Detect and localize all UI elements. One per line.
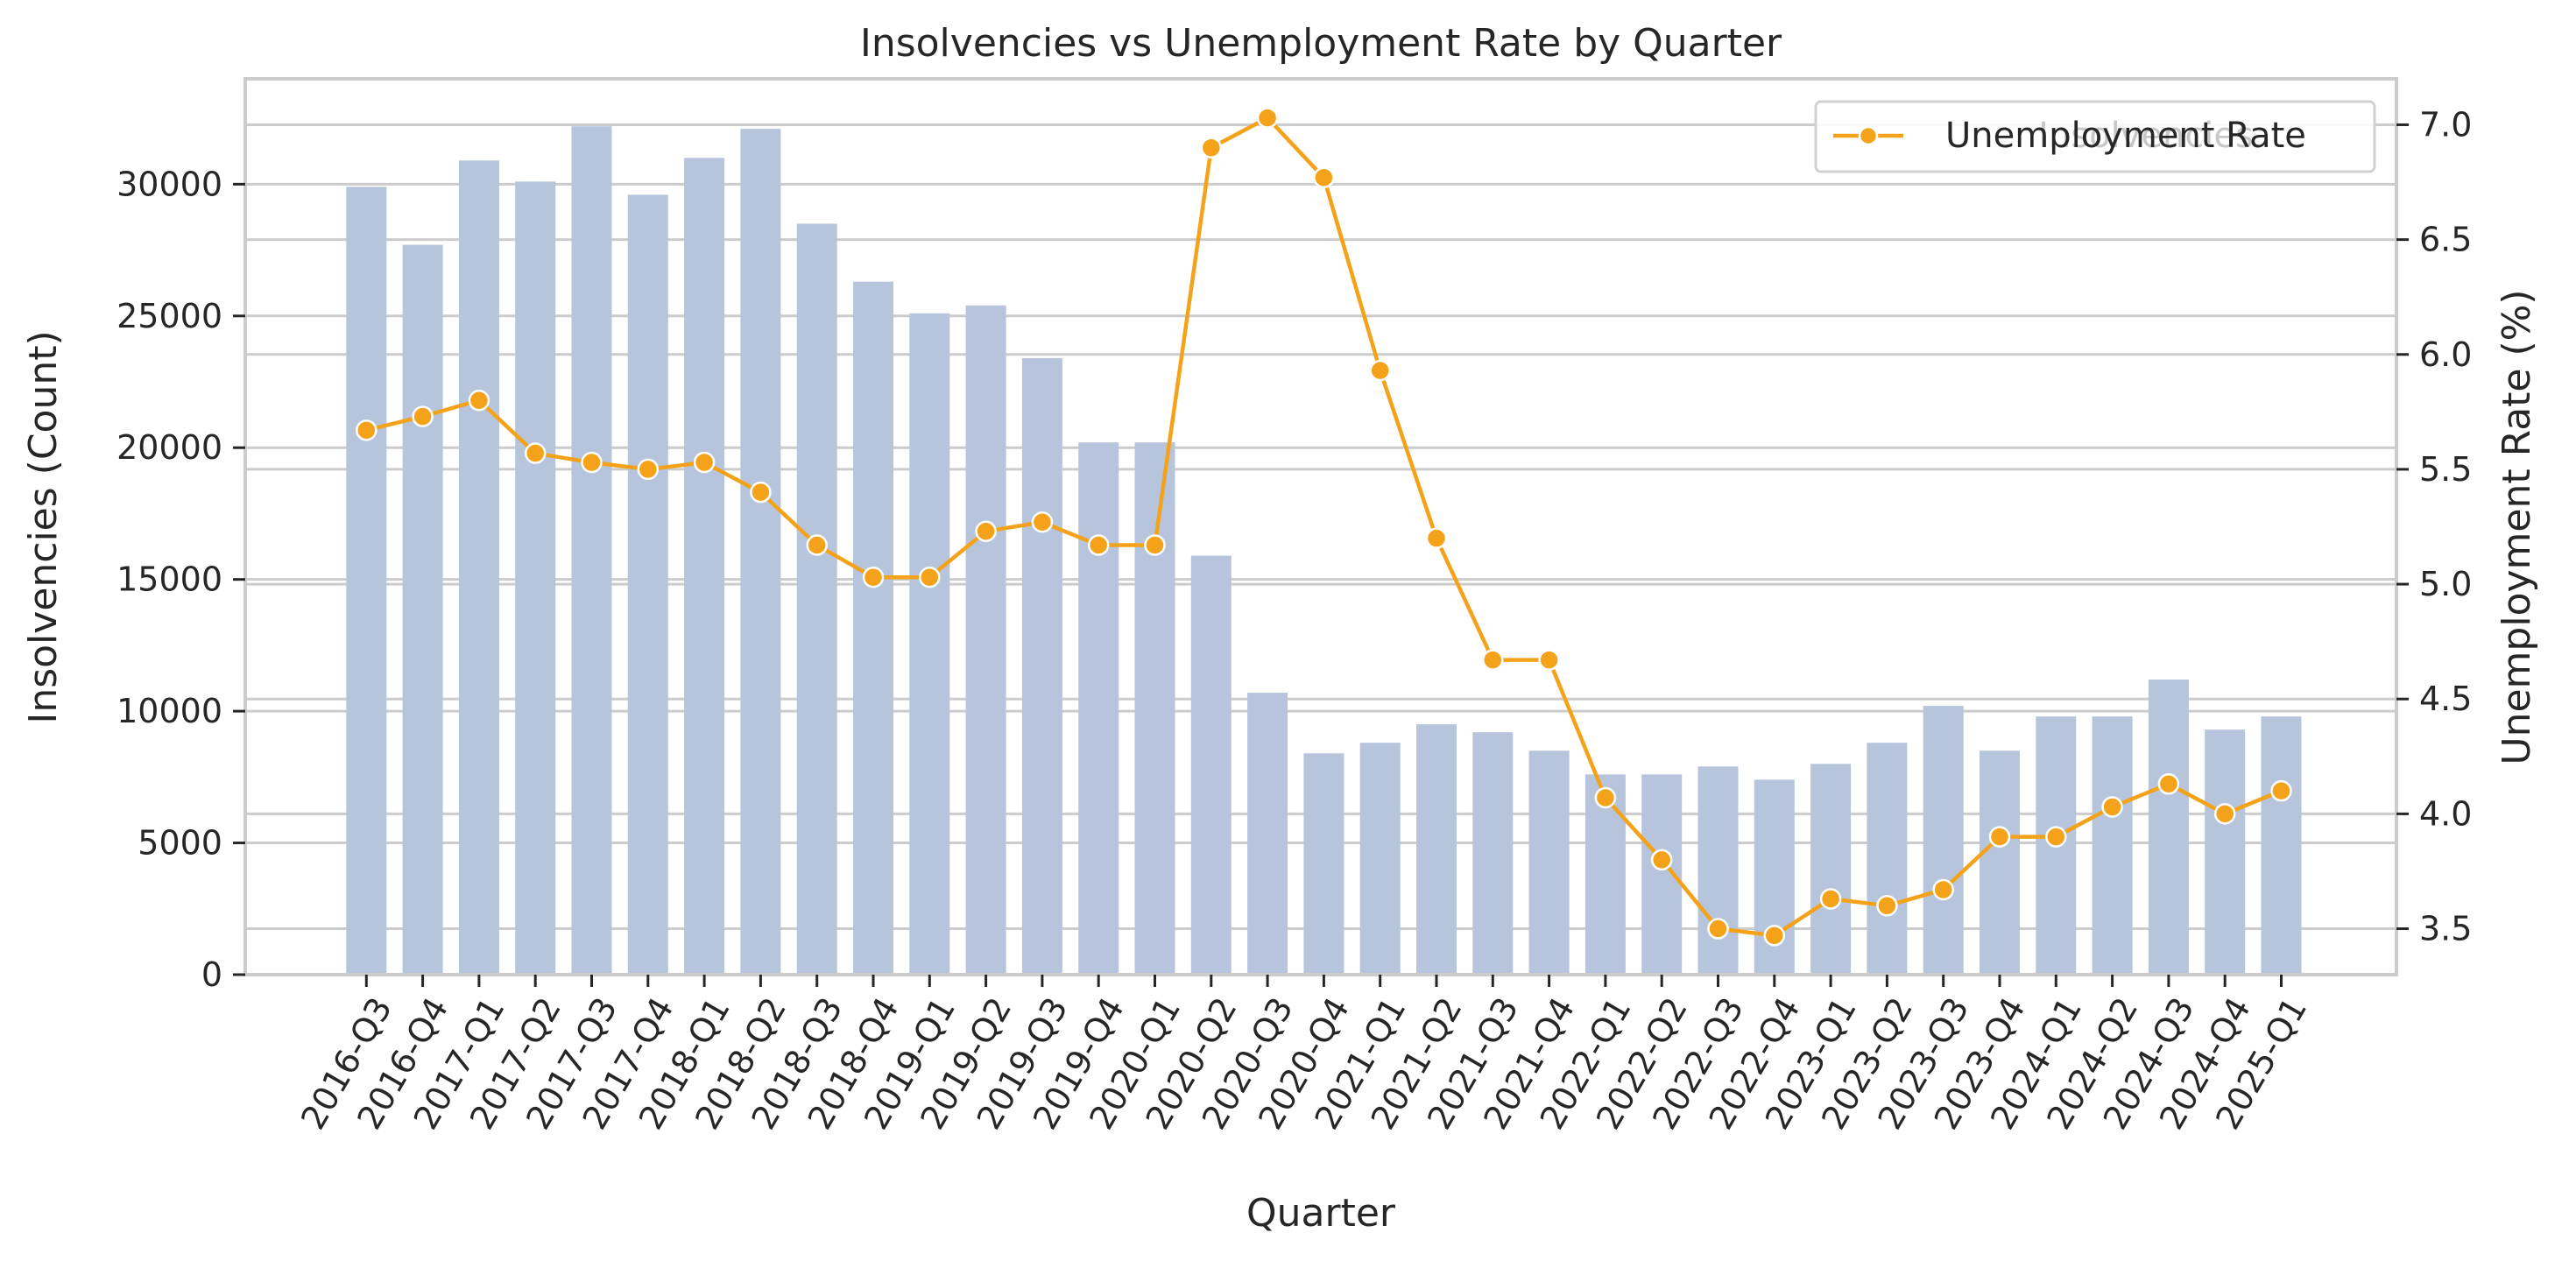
unemployment-line-layer	[356, 107, 2292, 947]
right-tick-label-6.5: 6.5	[2419, 221, 2472, 259]
point-2023-Q3	[1932, 878, 1954, 901]
bar-2020-Q1	[1134, 442, 1175, 975]
point-2020-Q3	[1256, 107, 1279, 129]
point-2023-Q4	[1988, 826, 2011, 848]
point-2024-Q3	[2157, 773, 2180, 795]
point-2024-Q2	[2101, 796, 2123, 818]
bar-2021-Q1	[1359, 743, 1401, 975]
point-2019-Q1	[919, 566, 941, 588]
bar-2021-Q4	[1528, 750, 1570, 975]
point-2017-Q4	[637, 458, 660, 481]
point-2018-Q4	[862, 566, 885, 588]
insolvency-bars	[346, 126, 2302, 976]
bar-2024-Q4	[2205, 729, 2246, 975]
point-2020-Q4	[1313, 166, 1335, 189]
point-2018-Q2	[750, 481, 772, 504]
right-tick-label-4.5: 4.5	[2419, 680, 2472, 718]
bar-2019-Q1	[909, 313, 950, 976]
left-tick-label-15000: 15000	[116, 560, 222, 599]
point-2024-Q4	[2213, 803, 2236, 825]
bar-2021-Q2	[1416, 724, 1457, 975]
point-2023-Q2	[1876, 895, 1898, 917]
point-2019-Q2	[975, 520, 997, 542]
bar-2018-Q1	[684, 158, 725, 975]
y-axis-label: Insolvencies (Count)	[21, 330, 66, 723]
point-2024-Q1	[2045, 826, 2067, 848]
point-2022-Q1	[1594, 786, 1617, 809]
bar-2024-Q2	[2092, 716, 2133, 975]
point-2017-Q3	[581, 451, 603, 474]
point-2021-Q2	[1425, 527, 1448, 549]
bar-2020-Q3	[1247, 693, 1288, 975]
bar-2016-Q3	[346, 187, 387, 976]
left-tick-label-0: 0	[201, 955, 222, 994]
point-2018-Q1	[693, 451, 716, 474]
bar-2019-Q4	[1078, 442, 1119, 975]
legend-underlying-text: Insolvencies	[2038, 116, 2254, 156]
right-tick-label-6: 6.0	[2419, 335, 2472, 374]
left-tick-label-10000: 10000	[116, 692, 222, 730]
bar-2017-Q1	[458, 160, 499, 975]
bar-2023-Q3	[1923, 706, 1964, 975]
bar-2023-Q1	[1810, 764, 1852, 975]
legend-box	[1814, 100, 2376, 173]
legend-entry-unemployment-rate: Unemployment Rate	[1945, 116, 2306, 156]
left-tick-label-20000: 20000	[116, 428, 222, 467]
point-2017-Q2	[524, 442, 547, 464]
x-axis-ticks: 2016-Q32016-Q42017-Q12017-Q22017-Q32017-…	[293, 975, 2314, 1136]
point-2020-Q2	[1200, 137, 1223, 158]
right-tick-label-5: 5.0	[2419, 565, 2472, 603]
point-2023-Q1	[1819, 888, 1842, 910]
point-2021-Q4	[1538, 649, 1560, 671]
left-tick-label-25000: 25000	[116, 297, 222, 335]
point-2025-Q1	[2270, 779, 2292, 802]
bar-2023-Q4	[1980, 750, 2020, 975]
legend: Insolvencies Unemployment Rate	[1814, 100, 2376, 173]
point-2022-Q2	[1650, 849, 1673, 871]
bar-2019-Q2	[965, 305, 1006, 976]
point-2016-Q4	[412, 405, 434, 427]
right-tick-label-7: 7.0	[2419, 105, 2472, 144]
point-2021-Q1	[1369, 359, 1391, 382]
point-2017-Q1	[468, 389, 490, 412]
left-tick-label-5000: 5000	[138, 824, 222, 863]
bar-2024-Q3	[2148, 680, 2189, 975]
legend-marker-swatch	[1858, 125, 1879, 146]
bar-2018-Q2	[740, 129, 781, 975]
bar-2020-Q2	[1190, 555, 1232, 975]
plot-frame	[243, 77, 2398, 976]
bar-2020-Q4	[1303, 753, 1344, 975]
right-tick-label-4: 4.0	[2419, 794, 2472, 833]
bar-2022-Q3	[1697, 766, 1739, 975]
bar-2025-Q1	[2261, 716, 2302, 975]
right-tick-label-5.5: 5.5	[2419, 450, 2472, 489]
bar-2023-Q2	[1867, 743, 1908, 975]
left-tick-label-30000: 30000	[116, 165, 222, 203]
point-2020-Q1	[1144, 534, 1166, 556]
bar-2018-Q4	[853, 281, 893, 975]
y2-axis-label: Unemployment Rate (%)	[2495, 289, 2539, 764]
point-2022-Q3	[1707, 918, 1729, 940]
chart-title: Insolvencies vs Unemployment Rate by Qua…	[860, 21, 1782, 66]
point-2018-Q3	[806, 534, 828, 556]
point-2019-Q3	[1031, 511, 1054, 533]
point-2016-Q3	[356, 419, 378, 441]
left-axis-ticks: 0 5000 10000 15000 20000 25000 30000	[116, 165, 245, 994]
bar-2017-Q4	[627, 194, 668, 975]
right-tick-label-3.5: 3.5	[2419, 910, 2472, 948]
point-2019-Q4	[1087, 534, 1110, 556]
bar-2021-Q3	[1472, 732, 1514, 975]
point-2022-Q4	[1763, 925, 1786, 947]
point-2021-Q3	[1482, 649, 1504, 671]
bar-2017-Q3	[571, 126, 612, 976]
bar-2019-Q3	[1021, 357, 1062, 975]
bar-2017-Q2	[515, 181, 556, 975]
bar-2016-Q4	[402, 244, 443, 975]
right-axis-ticks: 3.5 4.0 4.5 5.0 5.5 6.0 6.5 7.0	[2396, 105, 2472, 948]
x-axis-label: Quarter	[1246, 1191, 1396, 1236]
bar-2018-Q3	[796, 223, 837, 975]
